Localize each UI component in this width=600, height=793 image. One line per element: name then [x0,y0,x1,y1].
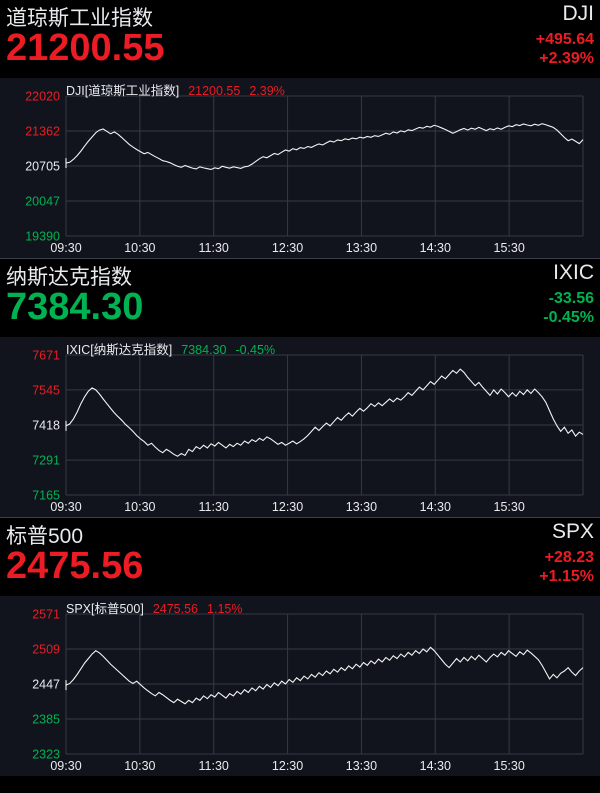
indices-dashboard: 道琼斯工业指数 DJI 21200.55 +495.64 +2.39% 2202… [0,0,600,776]
chart-legend-percent: 1.15% [207,602,243,616]
chart-y-tick-label: 7545 [32,383,60,397]
index-panel-spx: 标普500 SPX 2475.56 +28.23 +1.15% 2571 2509… [0,518,600,776]
chart-y-tick-label: 22020 [25,90,60,104]
chart-legend-label: DJI[道琼斯工业指数] [66,84,180,98]
chart-x-tick-label: 13:30 [346,759,377,773]
intraday-chart-dji[interactable]: 22020 21362 20705 20047 19390 09:30 10:30 11:30… [0,78,600,258]
index-name: 道琼斯工业指数 [6,7,153,30]
chart-background [0,596,600,776]
chart-legend: SPX[标普500] 2475.56 1.15% [66,598,242,617]
index-price: 21200.55 [6,27,165,69]
chart-x-tick-label: 12:30 [272,500,303,514]
chart-y-tick-label: 2571 [32,608,60,622]
chart-x-tick-label: 15:30 [494,759,525,773]
chart-x-tick-label: 13:30 [346,241,377,255]
chart-legend-value: 7384.30 [181,343,227,357]
index-panel-dji: 道琼斯工业指数 DJI 21200.55 +495.64 +2.39% 2202… [0,0,600,259]
index-symbol: SPX [551,520,594,543]
chart-x-tick-label: 09:30 [50,500,81,514]
chart-x-tick-label: 15:30 [494,500,525,514]
chart-legend-label: SPX[标普500] [66,602,144,616]
chart-x-tick-label: 11:30 [199,759,229,773]
chart-x-tick-label: 09:30 [50,759,81,773]
index-change-percent: +1.15% [539,568,594,585]
chart-price-line [65,368,584,457]
quote-header: 道琼斯工业指数 DJI 21200.55 +495.64 +2.39% [0,0,600,78]
chart-y-tick-label: 19390 [25,230,60,244]
chart-y-tick-label: 2447 [32,678,60,692]
chart-x-tick-label: 14:30 [420,500,451,514]
chart-background [0,337,600,517]
index-name: 标普500 [6,525,84,548]
chart-legend-value: 21200.55 [188,84,241,98]
chart-legend-percent: -0.45% [235,343,276,357]
index-name: 纳斯达克指数 [6,266,132,289]
chart-y-tick-label: 2385 [32,713,60,727]
chart-legend: IXIC[纳斯达克指数] 7384.30 -0.45% [66,339,275,358]
chart-legend-value: 2475.56 [152,602,199,616]
chart-y-tick-label: 20705 [25,160,60,174]
index-symbol: IXIC [553,261,594,284]
chart-x-tick-label: 15:30 [494,241,525,255]
chart-x-tick-label: 10:30 [124,500,155,514]
quote-header: 标普500 SPX 2475.56 +28.23 +1.15% [0,518,600,596]
chart-price-line [65,123,584,171]
index-change-absolute: +495.64 [535,31,594,48]
intraday-chart-spx[interactable]: 2571 2509 2447 2385 2323 09:30 10:30 11:30 12:30… [0,596,600,776]
index-change-percent: +2.39% [539,50,594,67]
chart-price-line [65,646,584,705]
chart-x-tick-label: 12:30 [272,759,303,773]
chart-x-tick-label: 14:30 [420,759,451,773]
chart-x-tick-label: 12:30 [272,241,303,255]
index-price: 2475.56 [6,545,144,587]
chart-x-tick-label: 09:30 [50,241,81,255]
chart-y-tick-label: 2509 [32,643,60,657]
chart-y-tick-label: 20047 [25,195,60,209]
chart-background [0,78,600,258]
chart-y-tick-label: 7165 [32,489,60,503]
chart-y-tick-label: 21362 [25,125,60,139]
index-change-block: +495.64 +2.39% [536,30,594,68]
index-symbol: DJI [562,2,595,25]
chart-y-tick-label: 7418 [32,419,60,433]
chart-y-tick-label: 7671 [32,349,60,363]
chart-x-tick-label: 13:30 [346,500,377,514]
chart-legend: DJI[道琼斯工业指数] 21200.55 2.39% [66,80,285,99]
index-panel-ixic: 纳斯达克指数 IXIC 7384.30 -33.56 -0.45% 7671 75… [0,259,600,518]
chart-x-tick-label: 11:30 [199,241,229,255]
chart-x-tick-label: 14:30 [420,241,451,255]
quote-header: 纳斯达克指数 IXIC 7384.30 -33.56 -0.45% [0,259,600,337]
intraday-chart-ixic[interactable]: 7671 7545 7418 7291 7165 09:30 10:30 11:30 12:30… [0,337,600,517]
chart-y-tick-label: 7291 [32,454,60,468]
index-change-block: -33.56 -0.45% [543,289,594,327]
index-change-absolute: -33.56 [548,290,594,307]
index-change-block: +28.23 +1.15% [539,548,594,586]
chart-y-tick-label: 2323 [32,748,60,762]
index-change-absolute: +28.23 [544,549,594,566]
chart-legend-label: IXIC[纳斯达克指数] [66,343,173,357]
index-price: 7384.30 [6,286,144,328]
chart-x-tick-label: 11:30 [199,500,229,514]
chart-legend-percent: 2.39% [249,84,285,98]
chart-x-tick-label: 10:30 [124,241,155,255]
index-change-percent: -0.45% [543,309,594,326]
chart-x-tick-label: 10:30 [124,759,155,773]
